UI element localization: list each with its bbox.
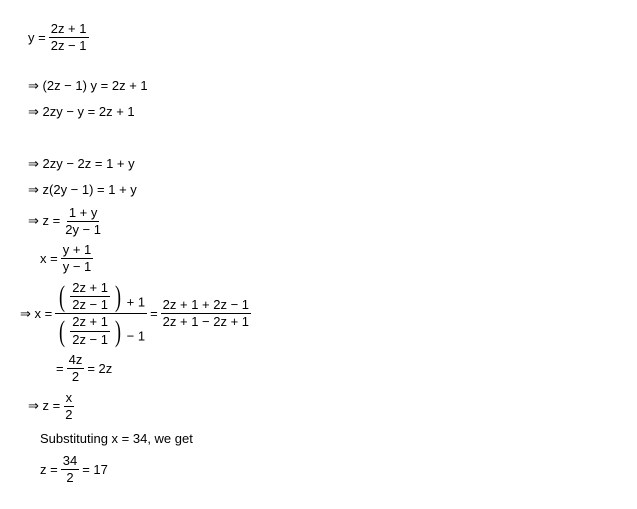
equation-line-9: = 4z 2 = 2z <box>56 353 617 385</box>
fraction: 4z 2 <box>67 353 85 385</box>
eq-text: ⇒ 2zy − y = 2z + 1 <box>28 104 135 120</box>
eq-text: ⇒ z(2y − 1) = 1 + y <box>28 182 137 198</box>
eq-text: = <box>150 306 158 321</box>
eq-text: ⇒ x = <box>20 306 52 322</box>
fraction: 1 + y 2y − 1 <box>63 206 103 238</box>
numerator: y + 1 <box>61 243 94 259</box>
equation-line-11: Substituting x = 34, we get <box>40 428 617 448</box>
paren-group: ( 2z + 1 2z − 1 ) <box>57 281 123 313</box>
fraction: 2z + 1 2z − 1 <box>49 22 89 54</box>
equation-line-3: ⇒ 2zy − y = 2z + 1 <box>28 102 617 122</box>
equation-line-4: ⇒ 2zy − 2z = 1 + y <box>28 154 617 174</box>
eq-text: ⇒ z = <box>28 213 60 229</box>
equation-line-5: ⇒ z(2y − 1) = 1 + y <box>28 180 617 200</box>
denominator: 2z − 1 <box>70 332 110 347</box>
denominator: y − 1 <box>61 259 94 274</box>
numerator: 34 <box>61 454 79 470</box>
equation-line-7: x = y + 1 y − 1 <box>40 243 617 275</box>
denominator-compound: ( 2z + 1 2z − 1 ) − 1 <box>55 314 147 347</box>
equation-line-12: z = 34 2 = 17 <box>40 454 617 486</box>
eq-text: y = <box>28 30 46 45</box>
fraction: 34 2 <box>61 454 79 486</box>
tail-text: − 1 <box>127 329 145 344</box>
denominator: 2z − 1 <box>70 297 110 312</box>
denominator: 2y − 1 <box>63 222 103 237</box>
eq-text: = 17 <box>82 462 108 477</box>
tail-text: + 1 <box>127 294 145 309</box>
denominator: 2z − 1 <box>49 38 89 53</box>
numerator: 2z + 1 + 2z − 1 <box>161 298 251 314</box>
left-paren-icon: ( <box>59 286 65 307</box>
eq-text: = 2z <box>87 361 112 376</box>
paren-group: ( 2z + 1 2z − 1 ) <box>57 315 123 347</box>
numerator: 1 + y <box>67 206 100 222</box>
equation-line-8: ⇒ x = ( 2z + 1 2z − 1 ) + 1 ( 2z + 1 2z … <box>20 281 617 347</box>
fraction: x 2 <box>63 391 74 423</box>
eq-text: z = <box>40 462 58 477</box>
eq-text: x = <box>40 251 58 266</box>
numerator: 2z + 1 <box>70 315 110 331</box>
eq-text: ⇒ z = <box>28 398 60 414</box>
numerator: 2z + 1 <box>49 22 89 38</box>
right-paren-icon: ) <box>115 321 121 342</box>
equation-line-10: ⇒ z = x 2 <box>28 391 617 423</box>
denominator: 2 <box>70 369 81 384</box>
denominator: 2 <box>64 470 75 485</box>
denominator: 2 <box>63 407 74 422</box>
fraction: y + 1 y − 1 <box>61 243 94 275</box>
numerator: 2z + 1 <box>70 281 110 297</box>
eq-text: = <box>56 361 64 376</box>
numerator: x <box>64 391 75 407</box>
denominator: 2z + 1 − 2z + 1 <box>161 314 251 329</box>
eq-text: Substituting x = 34, we get <box>40 431 193 446</box>
left-paren-icon: ( <box>59 321 65 342</box>
compound-fraction: ( 2z + 1 2z − 1 ) + 1 ( 2z + 1 2z − 1 ) … <box>55 281 147 347</box>
right-paren-icon: ) <box>115 286 121 307</box>
equation-line-1: y = 2z + 1 2z − 1 <box>28 22 617 54</box>
numerator-compound: ( 2z + 1 2z − 1 ) + 1 <box>55 281 147 315</box>
fraction: 2z + 1 + 2z − 1 2z + 1 − 2z + 1 <box>161 298 251 330</box>
eq-text: ⇒ 2zy − 2z = 1 + y <box>28 156 135 172</box>
inner-fraction: 2z + 1 2z − 1 <box>70 315 110 347</box>
equation-line-6: ⇒ z = 1 + y 2y − 1 <box>28 206 617 238</box>
inner-fraction: 2z + 1 2z − 1 <box>70 281 110 313</box>
eq-text: ⇒ (2z − 1) y = 2z + 1 <box>28 78 148 94</box>
equation-line-2: ⇒ (2z − 1) y = 2z + 1 <box>28 76 617 96</box>
numerator: 4z <box>67 353 85 369</box>
